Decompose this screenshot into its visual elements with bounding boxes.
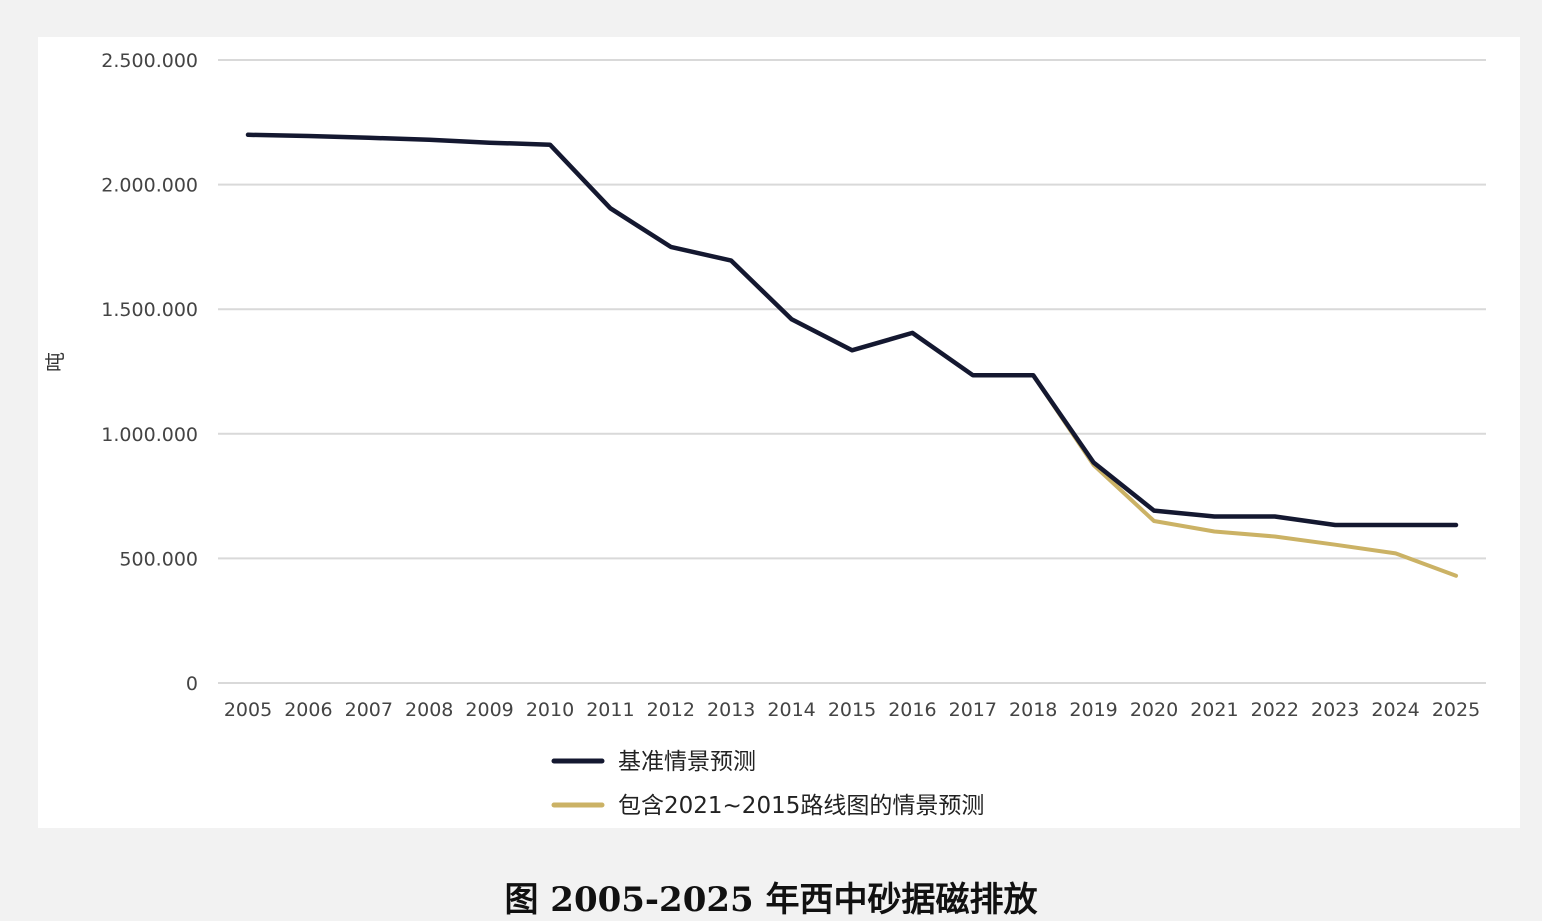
- x-tick-label: 2017: [949, 699, 997, 721]
- y-tick-label: 0: [186, 673, 198, 695]
- series-line-1: [1031, 373, 1458, 578]
- x-tick-label: 2008: [405, 699, 453, 721]
- x-tick-label: 2025: [1432, 699, 1480, 721]
- line-chart: 0 500.000 1.000.000 1.500.000 2.000.000 2.500…: [43, 50, 1486, 819]
- x-tick-label: 2014: [767, 699, 815, 721]
- y-axis-ticks: 0 500.000 1.000.000 1.500.000 2.000.000 2.500…: [101, 50, 198, 695]
- y-tick-label: 2.500.000: [101, 50, 198, 72]
- x-tick-label: 2012: [647, 699, 695, 721]
- x-tick-label: 2005: [224, 699, 272, 721]
- x-tick-label: 2021: [1190, 699, 1238, 721]
- x-tick-label: 2015: [828, 699, 876, 721]
- x-tick-label: 2019: [1069, 699, 1117, 721]
- y-axis-label: 吨: [43, 352, 67, 372]
- x-tick-label: 2007: [345, 699, 393, 721]
- chart-panel: 0 500.000 1.000.000 1.500.000 2.000.000 2.500…: [38, 37, 1520, 828]
- x-tick-label: 2016: [888, 699, 936, 721]
- x-tick-label: 2018: [1009, 699, 1057, 721]
- y-tick-label: 1.500.000: [101, 299, 198, 321]
- legend-label-1: 包含2021~2015路线图的情景预测: [618, 793, 984, 819]
- x-axis-ticks: 2005 2006 2007 2008 2009 2010 2011 2012 2013 2014…: [224, 699, 1480, 721]
- x-tick-label: 2023: [1311, 699, 1359, 721]
- x-tick-label: 2010: [526, 699, 574, 721]
- y-tick-label: 500.000: [119, 548, 198, 570]
- x-tick-label: 2024: [1371, 699, 1419, 721]
- x-tick-label: 2013: [707, 699, 755, 721]
- series-line-0: [245, 132, 1459, 528]
- series-lines: [245, 132, 1459, 578]
- y-tick-label: 2.000.000: [101, 175, 198, 197]
- x-tick-label: 2022: [1251, 699, 1299, 721]
- x-tick-label: 2011: [586, 699, 634, 721]
- x-tick-label: 2006: [284, 699, 332, 721]
- figure-caption: 图 2005-2025 年西中砂据磁排放: [504, 880, 1038, 920]
- legend-label-0: 基准情景预测: [618, 749, 756, 775]
- y-tick-label: 1.000.000: [101, 424, 198, 446]
- gridlines: [218, 59, 1486, 684]
- x-tick-label: 2009: [465, 699, 513, 721]
- x-tick-label: 2020: [1130, 699, 1178, 721]
